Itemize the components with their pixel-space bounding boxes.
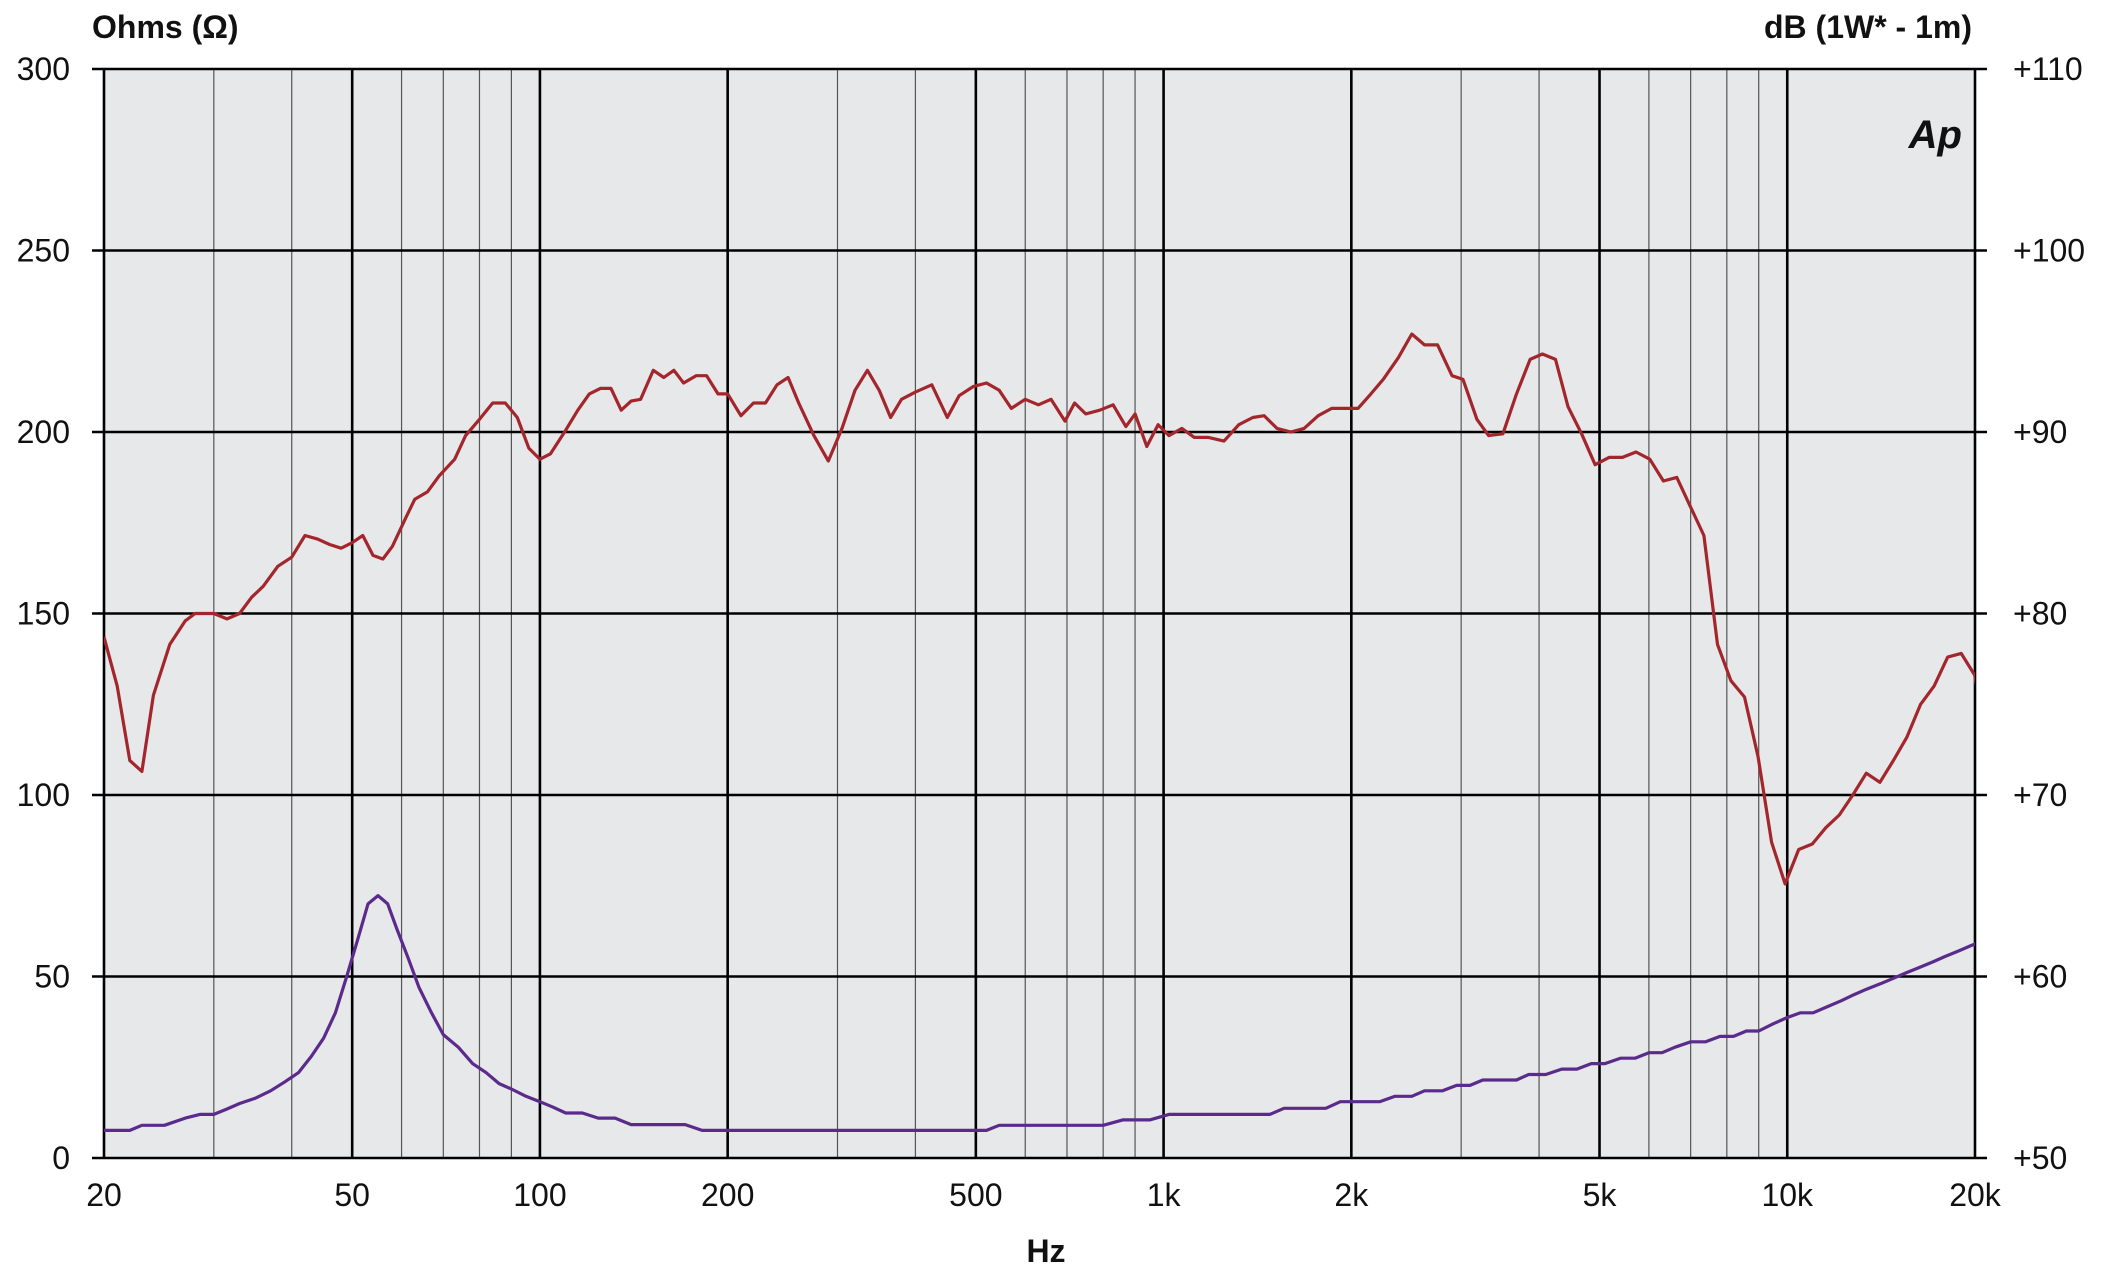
ap-logo: Ap [1908,113,1962,157]
x-tick-label: 200 [701,1177,754,1213]
x-tick-label: 100 [513,1177,566,1213]
y-tick-label-left: 100 [17,777,70,813]
y-tick-label-left: 300 [17,51,70,87]
y-tick-label-left: 0 [52,1140,70,1176]
x-tick-labels: 20 50 100 200 500 1k 2k 5k 10k 20k [86,1177,2002,1213]
x-tick-label: 500 [949,1177,1002,1213]
y-tick-label-left: 250 [17,233,70,269]
y-tick-label-left: 200 [17,414,70,450]
y-tick-label-right: +50 [2013,1140,2067,1176]
x-axis-label: Hz [1026,1233,1065,1269]
x-tick-label: 20k [1949,1177,2002,1213]
series-layer [104,332,1975,1132]
y-tick-label-right: +60 [2013,959,2067,995]
y-axis-label-left: Ohms (Ω) [92,9,239,45]
x-tick-label: 20 [86,1177,122,1213]
y-tick-label-right: +90 [2013,414,2067,450]
impedance-curve [104,894,1975,1132]
x-tick-label: 5k [1583,1177,1618,1213]
y-tick-label-right: +70 [2013,777,2067,813]
x-tick-label: 10k [1761,1177,1814,1213]
y-tick-label-right: +80 [2013,596,2067,632]
y-tick-label-right: +110 [2013,51,2083,87]
y-tick-label-right: +100 [2013,233,2085,269]
x-tick-label: 1k [1147,1177,1182,1213]
x-tick-label: 50 [334,1177,370,1213]
y-tick-label-left: 150 [17,596,70,632]
y-tick-labels-left: 0 50 100 150 200 250 300 [17,51,70,1176]
x-tick-label: 2k [1334,1177,1369,1213]
y-axis-label-right: dB (1W* - 1m) [1764,9,1972,45]
y-tick-labels-right: +50 +60 +70 +80 +90 +100 +110 [2013,51,2085,1176]
spl-curve [104,332,1975,886]
major-grid [92,67,1987,1160]
y-tick-label-left: 50 [34,959,70,995]
